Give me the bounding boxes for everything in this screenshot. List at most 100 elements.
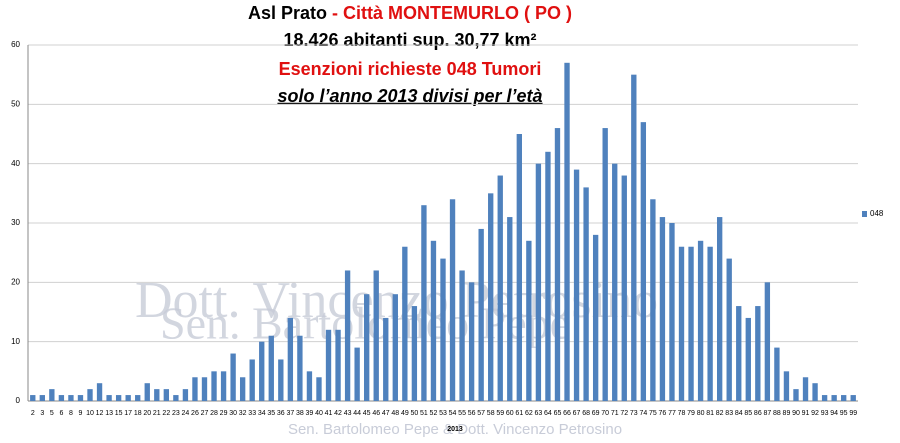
x-tick-label: 73: [630, 410, 638, 417]
bar: [554, 128, 561, 402]
x-tick-label: 80: [697, 410, 705, 417]
bar: [287, 317, 294, 401]
x-tick-label: 27: [201, 410, 209, 417]
x-tick-label: 33: [248, 410, 256, 417]
bar: [77, 395, 84, 401]
x-tick-label: 67: [573, 410, 581, 417]
bar: [459, 270, 465, 401]
y-tick-label: 40: [11, 159, 20, 168]
bar: [182, 389, 189, 401]
x-tick-label: 5: [50, 410, 54, 417]
bar: [573, 169, 580, 401]
legend-swatch: [862, 211, 867, 217]
x-tick-label: 10: [86, 410, 94, 417]
bar: [411, 306, 418, 401]
bar: [678, 246, 685, 401]
bar: [201, 377, 208, 401]
x-tick-label: 53: [439, 410, 447, 417]
x-tick-label: 9: [79, 410, 83, 417]
bar: [230, 353, 236, 401]
x-tick-label: 40: [315, 410, 323, 417]
x-tick-label: 36: [277, 410, 285, 417]
x-tick-label: 59: [496, 410, 504, 417]
x-tick-label: 51: [420, 410, 428, 417]
bar: [745, 317, 751, 401]
x-tick-label: 28: [210, 410, 218, 417]
bar: [115, 395, 122, 401]
bar: [344, 270, 351, 401]
bar: [764, 282, 771, 401]
bar: [220, 371, 227, 401]
x-tick-label: 90: [792, 410, 800, 417]
y-tick-label: 0: [16, 396, 21, 405]
x-tick-label: 72: [620, 410, 628, 417]
x-tick-label: 32: [239, 410, 247, 417]
x-tick-label: 6: [59, 410, 63, 417]
x-tick-label: 74: [639, 410, 647, 417]
x-tick-label: 91: [802, 410, 810, 417]
bar: [812, 383, 818, 401]
bar: [688, 246, 694, 401]
x-tick-label: 8: [69, 410, 73, 417]
x-tick-label: 41: [325, 410, 333, 417]
bar: [335, 329, 341, 401]
bar: [621, 175, 627, 401]
x-tick-label: 88: [773, 410, 781, 417]
x-tick-label: 12: [96, 410, 104, 417]
bar: [135, 395, 141, 401]
bar: [716, 217, 723, 401]
x-tick-label: 56: [468, 410, 476, 417]
bar: [631, 74, 637, 402]
x-tick-label: 93: [821, 410, 829, 417]
x-tick-label: 48: [391, 410, 399, 417]
bar: [697, 240, 704, 401]
bar: [602, 128, 608, 402]
bar: [278, 359, 284, 401]
bar: [736, 306, 742, 401]
x-axis-title: 2013: [447, 426, 463, 433]
subtitle-italic: solo l’anno 2013 divisi per l’età: [277, 86, 542, 106]
bar: [516, 134, 522, 401]
x-tick-label: 54: [449, 410, 457, 417]
x-tick-label: 20: [143, 410, 151, 417]
bar: [49, 389, 55, 401]
x-tick-label: 60: [506, 410, 514, 417]
x-tick-label: 62: [525, 410, 533, 417]
x-tick-label: 21: [153, 410, 161, 417]
bar: [583, 187, 589, 401]
x-tick-label: 52: [430, 410, 438, 417]
subtitle-red: Esenzioni richieste 048 Tumori: [279, 59, 542, 79]
bar: [125, 395, 131, 401]
x-tick-label: 63: [535, 410, 543, 417]
bar: [831, 395, 837, 401]
bar: [211, 371, 217, 401]
y-tick-label: 50: [11, 99, 20, 108]
x-tick-label: 95: [840, 410, 848, 417]
x-tick-label: 77: [668, 410, 676, 417]
x-tick-label: 30: [229, 410, 237, 417]
x-tick-label: 17: [124, 410, 132, 417]
x-tick-label: 87: [763, 410, 771, 417]
x-tick-label: 61: [515, 410, 523, 417]
x-tick-label: 37: [286, 410, 294, 417]
x-tick-label: 50: [410, 410, 418, 417]
bar: [669, 223, 675, 401]
x-tick-label: 35: [267, 410, 275, 417]
x-tick-label: 3: [40, 410, 44, 417]
bar: [592, 234, 599, 401]
x-tick-label: 69: [592, 410, 600, 417]
x-tick-label: 22: [162, 410, 170, 417]
bar: [58, 395, 65, 401]
x-tick-label: 68: [582, 410, 590, 417]
x-tick-label: 43: [344, 410, 352, 417]
x-tick-label: 23: [172, 410, 180, 417]
x-tick-label: 64: [544, 410, 552, 417]
bar: [707, 246, 713, 401]
bar: [774, 347, 780, 401]
bar: [192, 377, 198, 401]
x-tick-label: 84: [735, 410, 743, 417]
x-tick-label: 82: [716, 410, 724, 417]
x-tick-label: 92: [811, 410, 819, 417]
x-tick-label: 70: [601, 410, 609, 417]
